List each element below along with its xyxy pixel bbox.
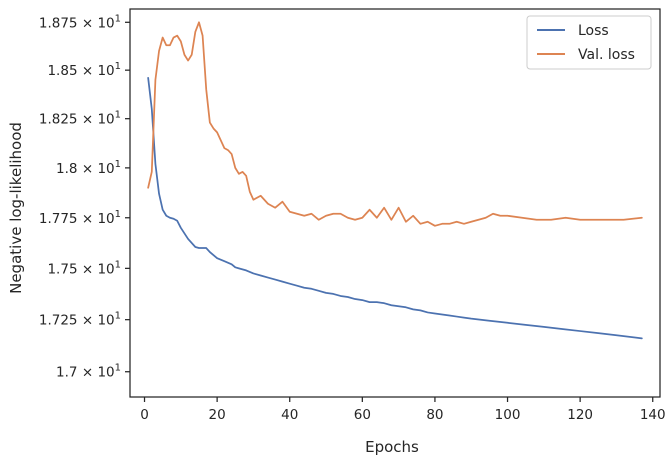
y-tick-base: 10 [97,365,114,381]
y-tick-mantissa: 1.85 [47,63,77,79]
y-tick-mantissa: 1.7 [56,365,77,381]
y-tick-label: 1.825 × 101 [39,110,121,128]
legend-label-loss: Loss [578,23,609,39]
y-tick-label: 1.8 × 101 [56,159,121,177]
y-tick-mantissa: 1.75 [47,261,77,277]
x-tick-label: 80 [426,407,443,423]
y-tick-times: × [78,261,98,277]
y-tick-exponent: 1 [115,311,121,322]
y-tick-times: × [78,313,98,329]
y-tick-exponent: 1 [115,110,121,121]
x-tick-label: 140 [640,407,665,423]
y-tick-times: × [78,63,98,79]
y-tick-exponent: 1 [115,259,121,270]
y-tick-exponent: 1 [115,363,121,374]
y-tick-base: 10 [97,313,114,329]
x-tick-label: 120 [567,407,593,423]
y-tick-times: × [78,161,98,177]
y-tick-base: 10 [97,211,114,227]
x-tick-label: 40 [281,407,298,423]
y-tick-label: 1.85 × 101 [47,61,121,79]
y-tick-times: × [78,15,98,31]
x-tick-label: 60 [354,407,371,423]
series-line-val-loss [147,21,643,227]
y-tick-base: 10 [97,63,114,79]
x-tick-label: 100 [495,407,521,423]
y-tick-mantissa: 1.725 [39,313,78,329]
y-tick-label: 1.875 × 101 [39,13,121,31]
y-tick-exponent: 1 [115,13,121,24]
y-tick-label: 1.75 × 101 [47,259,121,277]
x-tick-label: 0 [140,407,149,423]
y-tick-label: 1.7 × 101 [56,363,121,381]
y-tick-exponent: 1 [115,61,121,72]
series-layer [147,21,643,340]
y-tick-mantissa: 1.825 [39,112,78,128]
y-tick-base: 10 [97,161,114,177]
y-tick-label: 1.725 × 101 [39,311,121,329]
y-tick-exponent: 1 [115,209,121,220]
y-tick-base: 10 [97,15,114,31]
x-tick-label: 20 [209,407,226,423]
y-tick-base: 10 [97,261,114,277]
y-tick-times: × [78,112,98,128]
series-line-loss [147,77,643,340]
y-tick-mantissa: 1.875 [39,15,78,31]
y-tick-base: 10 [97,112,114,128]
y-tick-times: × [78,211,98,227]
y-tick-exponent: 1 [115,159,121,170]
legend-label-val-loss: Val. loss [578,47,635,63]
y-tick-label: 1.775 × 101 [39,209,121,227]
y-tick-mantissa: 1.775 [39,211,78,227]
y-tick-mantissa: 1.8 [56,161,77,177]
x-axis: 0 20 40 60 80 100 120 140 [140,397,665,423]
y-axis-label: Negative log-likelihood [7,122,25,294]
legend: Loss Val. loss [526,15,652,70]
y-tick-times: × [78,365,98,381]
x-axis-label: Epochs [365,438,419,456]
plot-frame [129,8,661,398]
